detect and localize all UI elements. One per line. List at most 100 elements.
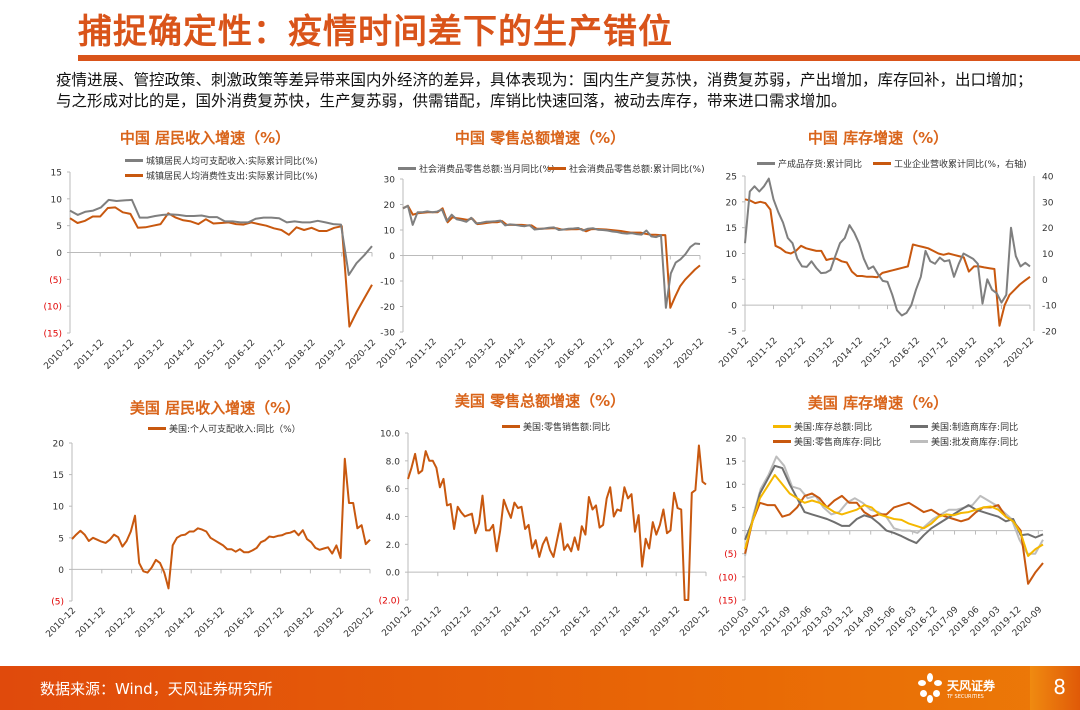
x-tick-label: 2019-12 — [314, 338, 348, 372]
series-line — [744, 464, 1044, 545]
y-tick-label: (15) — [719, 597, 737, 607]
legend-label: 社会消费品零售总额:当月同比(%) — [419, 165, 555, 175]
x-tick-label: 2016-12 — [559, 605, 593, 639]
y-tick-label: 0 — [389, 252, 395, 262]
x-tick-label: 2017-12 — [253, 606, 287, 640]
logo-subtitle: TF SECURITIES — [947, 693, 984, 700]
chart-title: 中国 零售总额增速（%） — [454, 129, 626, 147]
x-tick-label: 2019-12 — [313, 606, 347, 640]
chart-title: 美国 零售总额增速（%） — [454, 392, 626, 410]
y-tick-label: 20 — [726, 198, 738, 208]
legend-swatch — [757, 162, 775, 165]
series-line — [69, 198, 373, 276]
x-tick-label: 2018-12 — [945, 336, 979, 370]
y-tick-label: 8.0 — [386, 457, 401, 467]
y-tick-label: 4.0 — [386, 513, 401, 523]
y-tick-label: 5 — [58, 534, 64, 544]
series-line — [744, 455, 1044, 557]
y-right-tick-label: -10 — [1042, 302, 1057, 312]
x-tick-label: 2019-12 — [643, 337, 677, 371]
x-tick-label: 2011-12 — [74, 606, 108, 640]
series-line — [69, 206, 373, 328]
legend-label: 美国:个人可支配收入:同比（%） — [169, 425, 301, 435]
x-tick-label: 2010-12 — [42, 338, 76, 372]
chart-title: 美国 库存增速（%） — [807, 394, 949, 412]
page-title: 捕捉确定性：疫情时间差下的生产错位 — [78, 12, 673, 52]
x-tick-label: 2010-12 — [44, 606, 78, 640]
series-line — [744, 177, 1031, 317]
legend-item: 社会消费品零售总额:当月同比(%) — [398, 162, 555, 175]
chart-5: 10.08.06.04.02.00.0(2.0)2010-122011-1220… — [379, 430, 712, 639]
series-line — [744, 198, 1031, 327]
y-tick-label: (10) — [719, 573, 737, 583]
y-tick-label: 15 — [726, 458, 737, 468]
y-tick-label: -5 — [728, 328, 737, 338]
y-tick-label: 5 — [731, 276, 737, 286]
y-tick-label: 0 — [58, 566, 64, 576]
legend-swatch — [910, 425, 928, 428]
x-tick-label: 2012-12 — [104, 606, 138, 640]
y-right-tick-label: 30 — [1042, 198, 1054, 208]
y-tick-label: -20 — [380, 303, 395, 313]
x-tick-label: 2017-12 — [589, 605, 623, 639]
y-tick-label: 0.0 — [386, 569, 401, 579]
x-tick-label: 2016-12 — [554, 337, 588, 371]
x-tick-label: 2017-12 — [254, 338, 288, 372]
x-tick-label: 2010-12 — [717, 336, 751, 370]
y-tick-label: 30 — [384, 176, 396, 186]
y-tick-label: 20 — [726, 435, 738, 445]
legend-item: 产成品存货:累计同比 — [757, 157, 862, 170]
summary-text: 疫情进展、管控政策、刺激政策等差异带来国内外经济的差异，具体表现为：国内生产复苏… — [56, 70, 1066, 112]
x-tick-label: 2020-12 — [344, 338, 378, 372]
legend-item: 城镇居民人均可支配收入:实际累计同比(%) — [125, 154, 318, 167]
x-tick-label: 2013-12 — [133, 338, 167, 372]
y-tick-label: 5 — [56, 222, 62, 232]
x-tick-label: 2015-12 — [193, 606, 227, 640]
x-tick-label: 2018-12 — [284, 338, 318, 372]
legend-item: 美国:制造商库存:同比 — [910, 420, 1018, 433]
legend-label: 美国:零售销售额:同比 — [523, 423, 611, 433]
footer-bar: 数据来源：Wind，天风证券研究所 天风证券 TF SECURITIES 8 — [0, 666, 1080, 710]
y-right-tick-label: 40 — [1042, 173, 1054, 183]
x-tick-label: 2019-12 — [649, 605, 683, 639]
legend-item: 工业企业营收累计同比(%，右轴) — [873, 157, 1027, 170]
legend-label: 美国:批发商库存:同比 — [931, 438, 1019, 448]
summary-line-1: 疫情进展、管控政策、刺激政策等差异带来国内外经济的差异，具体表现为：国内生产复苏… — [56, 71, 1033, 89]
x-tick-label: 2012-12 — [440, 605, 474, 639]
y-tick-label: 15 — [726, 224, 737, 234]
legend-item: 美国:库存总额:同比 — [773, 420, 872, 433]
legend-swatch — [873, 162, 891, 165]
x-tick-label: 2018-12 — [283, 606, 317, 640]
title-divider — [78, 55, 1080, 61]
y-tick-label: 6.0 — [386, 485, 401, 495]
y-right-tick-label: -20 — [1042, 328, 1057, 338]
series-line — [71, 457, 371, 590]
data-source: 数据来源：Wind，天风证券研究所 — [40, 680, 273, 698]
y-tick-label: 10 — [726, 250, 738, 260]
x-tick-label: 2012-12 — [103, 338, 137, 372]
y-tick-label: 20 — [53, 440, 65, 450]
y-tick-label: 10 — [726, 481, 738, 491]
y-tick-label: 0 — [731, 527, 737, 537]
page-number-box: 8 — [1030, 666, 1080, 710]
x-tick-label: 2020-12 — [1002, 336, 1036, 370]
y-tick-label: 5 — [731, 504, 737, 514]
y-right-tick-label: 0 — [1042, 276, 1048, 286]
y-tick-label: 0 — [731, 302, 737, 312]
legend-label: 美国:制造商库存:同比 — [931, 423, 1019, 433]
chart-title: 美国 居民收入增速（%） — [129, 399, 301, 417]
chart-4: 20151050(5)2010-122011-122012-122013-122… — [44, 440, 376, 640]
legend-swatch — [910, 440, 928, 443]
legend-item: 美国:个人可支配收入:同比（%） — [148, 422, 301, 435]
x-tick-label: 2014-12 — [500, 605, 534, 639]
y-tick-label: 0 — [56, 249, 62, 259]
x-tick-label: 2016-12 — [223, 606, 257, 640]
x-tick-label: 2014-12 — [831, 336, 865, 370]
x-tick-label: 2011-12 — [405, 337, 439, 371]
x-tick-label: 2015-12 — [524, 337, 558, 371]
legend-label: 社会消费品零售总额:累计同比(%) — [569, 165, 705, 175]
legend-swatch — [125, 174, 143, 177]
legend-swatch — [398, 167, 416, 170]
series-line — [402, 204, 701, 309]
